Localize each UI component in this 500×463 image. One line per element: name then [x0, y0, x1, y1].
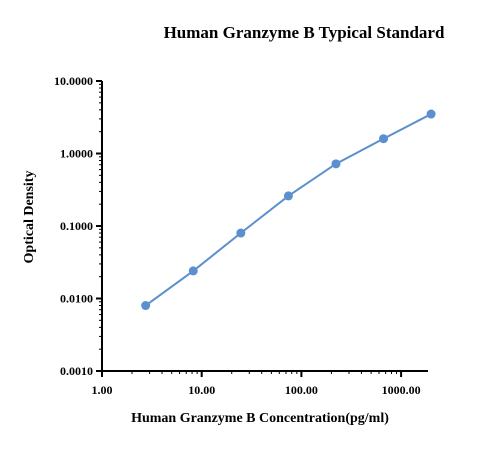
data-point — [283, 191, 293, 201]
data-point — [331, 159, 341, 169]
axes: 0.0010 0.0100 0.1000 1.0000 10.0000 1.00 10.00… — [54, 74, 428, 397]
y-tick-label: 10.0000 — [54, 74, 93, 88]
x-axis-label: Human Granzyme B Concentration(pg/ml) — [131, 411, 389, 426]
x-tick-label: 1.00 — [92, 383, 113, 397]
y-tick-label: 0.0100 — [60, 292, 93, 306]
data-point — [236, 228, 246, 238]
data-point — [188, 266, 198, 276]
chart-title: Human Granzyme B Typical Standard — [164, 23, 445, 42]
y-tick-label: 0.1000 — [60, 219, 93, 233]
series-layer — [141, 109, 436, 311]
data-point — [379, 134, 389, 144]
y-tick-label: 1.0000 — [60, 147, 93, 161]
series-line — [145, 113, 432, 307]
y-axis-label: Optical Density — [22, 171, 37, 264]
data-point — [141, 301, 151, 311]
x-tick-label: 10.00 — [188, 383, 215, 397]
y-tick-label: 0.0010 — [60, 364, 93, 378]
data-point — [426, 109, 436, 119]
x-tick-label: 1000.00 — [382, 383, 421, 397]
x-tick-label: 100.00 — [285, 383, 318, 397]
